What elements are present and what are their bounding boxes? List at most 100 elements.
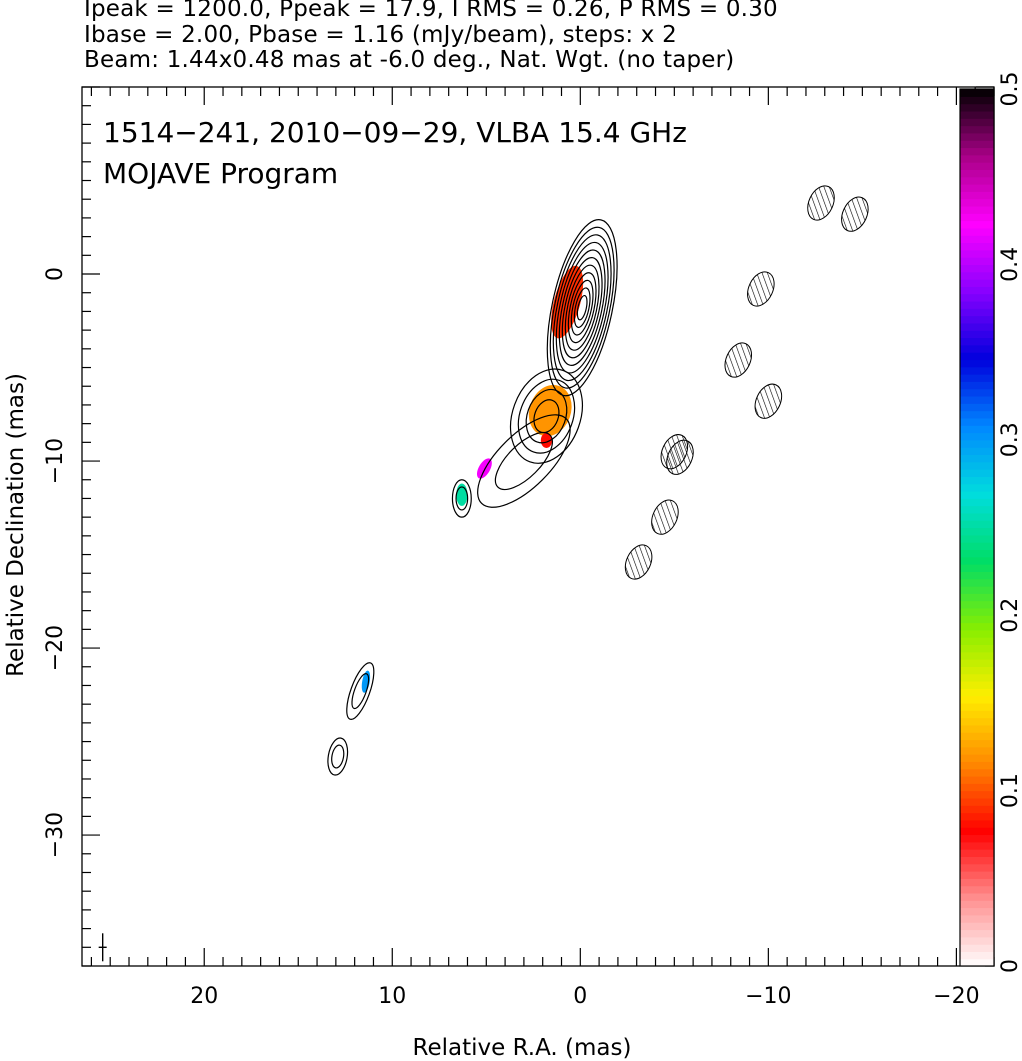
colorbar-step	[960, 103, 994, 112]
contour-0-8	[570, 279, 594, 336]
colorbar-step	[960, 227, 994, 236]
colorbar-step	[960, 264, 994, 273]
colorbar-step	[960, 374, 994, 382]
colorbar-step	[960, 498, 994, 507]
contour-0-10	[576, 294, 588, 321]
colorbar-step	[960, 651, 994, 660]
colorbar-step	[960, 936, 994, 945]
contour-0-5	[561, 256, 603, 359]
contour-layer	[98, 185, 869, 962]
colorbar-step	[960, 951, 994, 960]
colorbar-step	[960, 505, 994, 514]
colorbar-step	[960, 322, 994, 331]
colorbar-step	[960, 432, 994, 441]
colorbar-step	[960, 944, 994, 952]
contour-5-1	[331, 744, 345, 769]
colorbar-step	[960, 834, 994, 843]
colorbar-step	[960, 600, 994, 609]
colorbar-step	[960, 812, 994, 821]
colorbar-step	[960, 688, 994, 697]
colorbar-step	[960, 395, 994, 404]
colorbar-step	[960, 549, 994, 558]
contour-0-4	[558, 249, 606, 366]
colorbar-step	[960, 564, 994, 572]
y-tick-label: −20	[43, 625, 68, 671]
colorbar-step	[960, 213, 994, 222]
colorbar-step	[960, 819, 994, 828]
contour-3-0	[451, 479, 472, 518]
colorbar-step	[960, 469, 994, 477]
colorbar-step	[960, 885, 994, 894]
colorbar-step	[960, 768, 994, 777]
colorbar-step	[960, 637, 994, 646]
colorbar-step	[960, 344, 994, 353]
colorbar-step	[960, 140, 994, 149]
colorbar-step	[960, 425, 994, 434]
colorbar-step	[960, 732, 994, 741]
colorbar-step	[960, 534, 994, 543]
contour-0-9	[573, 287, 591, 329]
colorbar-step	[960, 235, 994, 244]
colorbar-step	[960, 476, 994, 485]
colorbar-step	[960, 849, 994, 857]
colorbar-step	[960, 286, 994, 295]
colorbar-step	[960, 359, 994, 368]
colorbar-step	[960, 417, 994, 426]
colorbar-step	[960, 666, 994, 675]
contour-2-1	[494, 431, 553, 491]
colorbar-step	[960, 710, 994, 719]
colorbar-step	[960, 118, 994, 127]
colorbar-step	[960, 929, 994, 938]
colorbar-tick-label: 0	[998, 959, 1022, 973]
colorbar-tick-label: 0.5	[998, 72, 1022, 107]
colorbar-step	[960, 220, 994, 229]
colorbar-step	[960, 337, 994, 346]
colorbar-step	[960, 805, 994, 814]
y-tick-label: −30	[43, 812, 68, 858]
hatched-patch-5	[841, 196, 869, 232]
colorbar-step	[960, 958, 994, 967]
colorbar-step	[960, 205, 994, 214]
colorbar: 0 0.1 0.2 0.3 0.4 0.5	[959, 72, 1022, 973]
colorbar-step	[960, 841, 994, 850]
hatched-patch-8	[666, 439, 694, 475]
contour-1-2	[525, 388, 568, 444]
colorbar-step	[960, 271, 994, 280]
colorbar-step	[960, 629, 994, 638]
contour-0-6	[564, 264, 600, 351]
colorbar-step	[960, 330, 994, 339]
header-line-1: Ipeak = 1200.0, Ppeak = 17.9, I RMS = 0.…	[84, 0, 778, 22]
contour-1-1	[517, 378, 576, 454]
y-tick-label: −10	[43, 438, 68, 484]
x-tick-label: 10	[378, 984, 406, 1009]
colorbar-step	[960, 527, 994, 536]
colorbar-step	[960, 293, 994, 302]
colorbar-tick-label: 0.2	[998, 598, 1022, 633]
colorbar-step	[960, 622, 994, 631]
colorbar-step	[960, 147, 994, 156]
polarization-patch-0	[551, 265, 584, 339]
colorbar-step	[960, 410, 994, 419]
colorbar-step	[960, 790, 994, 799]
colorbar-step	[960, 556, 994, 565]
colorbar-step	[960, 900, 994, 909]
colorbar-step	[960, 249, 994, 258]
contour-4-1	[351, 673, 370, 710]
colorbar-step	[960, 615, 994, 624]
contour-1-3	[533, 399, 560, 434]
contour-0-1	[549, 226, 615, 389]
colorbar-frame	[959, 88, 995, 967]
colorbar-step	[960, 381, 994, 390]
hatched-patch-4	[807, 185, 835, 221]
hatched-patch-6	[624, 544, 653, 580]
colorbar-step	[960, 257, 994, 265]
colorbar-step	[960, 184, 994, 192]
colorbar-step	[960, 578, 994, 587]
colorbar-step	[960, 724, 994, 733]
colorbar-step	[960, 863, 994, 872]
colorbar-step	[960, 352, 994, 361]
colorbar-tick-label: 0.1	[998, 773, 1022, 808]
contour-4-0	[346, 662, 375, 720]
colorbar-step	[960, 775, 994, 784]
x-tick-label: −20	[933, 984, 979, 1009]
